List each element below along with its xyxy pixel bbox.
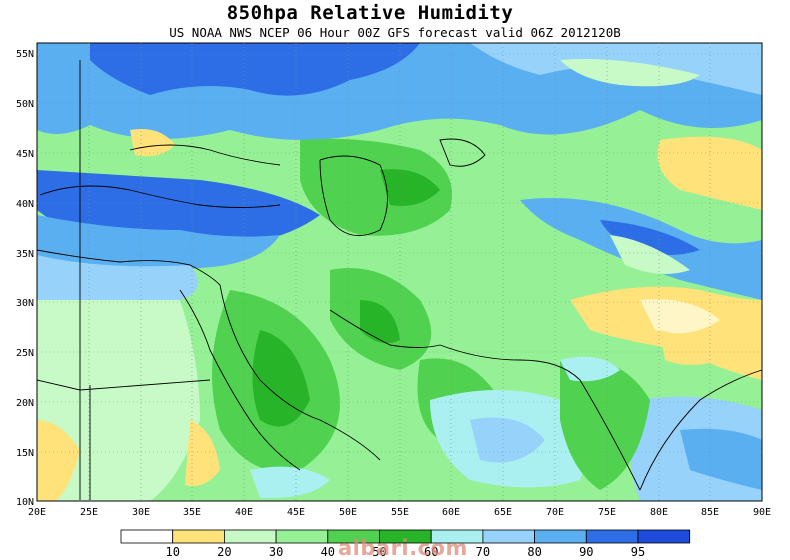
- lat-label: 15N: [16, 448, 34, 459]
- legend-colorbar: [120, 529, 691, 544]
- lat-label: 50N: [16, 99, 34, 110]
- legend-swatch: [482, 529, 535, 544]
- chart-title: 850hpa Relative Humidity: [226, 2, 514, 24]
- humidity-field: [37, 43, 762, 501]
- lon-label: 25E: [80, 507, 98, 518]
- legend-swatch: [120, 529, 174, 544]
- lon-axis: 20E 25E 30E 35E 40E 45E 50E 55E 60E 65E …: [28, 507, 771, 518]
- lon-label: 85E: [701, 507, 719, 518]
- legend-swatch: [223, 529, 277, 544]
- lat-label: 40N: [16, 199, 34, 210]
- legend-swatch: [172, 529, 225, 544]
- lat-label: 45N: [16, 149, 34, 160]
- lon-label: 70E: [546, 507, 564, 518]
- legend-tick-label: 90: [579, 545, 593, 559]
- legend-tick-label: 40: [321, 545, 335, 559]
- lat-label: 10N: [16, 497, 34, 508]
- plot-frame: [36, 42, 763, 502]
- legend-swatch: [637, 529, 691, 544]
- lat-label: 25N: [16, 348, 34, 359]
- legend-tick-label: 60: [424, 545, 438, 559]
- lat-label: 55N: [16, 49, 34, 60]
- lat-label: 20N: [16, 398, 34, 409]
- coastlines: [36, 60, 763, 500]
- lon-label: 35E: [183, 507, 201, 518]
- lon-label: 55E: [391, 507, 409, 518]
- lon-label: 80E: [650, 507, 668, 518]
- lat-label: 35N: [16, 249, 34, 260]
- chart-subtitle: US NOAA NWS NCEP 06 Hour 00Z GFS forecas…: [169, 25, 621, 40]
- lon-label: 75E: [598, 507, 616, 518]
- legend-swatch: [585, 529, 639, 544]
- lon-label: 45E: [287, 507, 305, 518]
- legend-tick-label: 80: [527, 545, 541, 559]
- lon-label: 50E: [339, 507, 357, 518]
- legend-tick-label: 20: [217, 545, 231, 559]
- legend-labels: 10 20 30 40 50 60 70 80 90 95: [165, 545, 645, 559]
- lon-label: 90E: [753, 507, 771, 518]
- gridlines: [37, 43, 762, 501]
- legend-tick-label: 70: [476, 545, 490, 559]
- lon-label: 60E: [442, 507, 460, 518]
- legend-tick-label: 95: [631, 545, 645, 559]
- legend-tick-label: 30: [269, 545, 283, 559]
- lat-label: 30N: [16, 298, 34, 309]
- legend-swatch: [275, 529, 329, 544]
- legend-tick-label: 10: [165, 545, 179, 559]
- legend-swatch: [534, 529, 587, 544]
- watermark-text: albari.com: [338, 536, 468, 560]
- legend-tick-label: 50: [372, 545, 386, 559]
- lon-label: 30E: [132, 507, 150, 518]
- lon-label: 40E: [235, 507, 253, 518]
- lon-label: 20E: [28, 507, 46, 518]
- lon-label: 65E: [494, 507, 512, 518]
- lat-axis: 55N 50N 45N 40N 35N 30N 25N 20N 15N 10N: [16, 49, 34, 508]
